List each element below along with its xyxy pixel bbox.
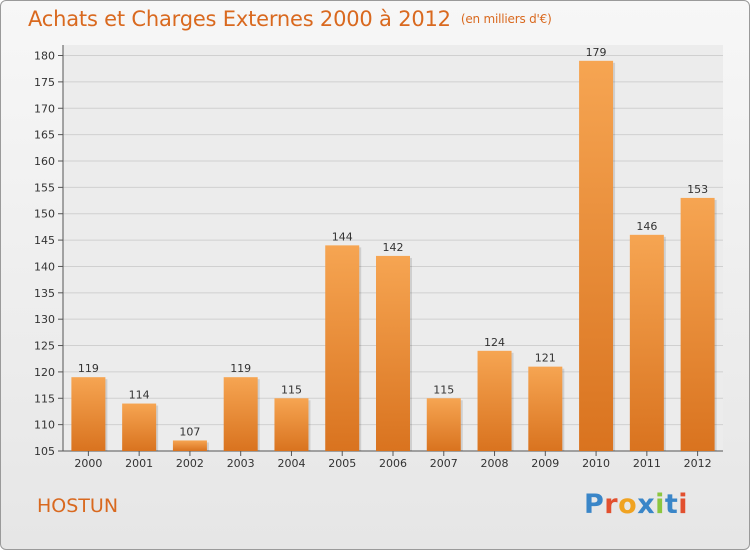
data-label: 115 [433,383,454,396]
bar [71,377,106,451]
x-tick-label: 2011 [633,457,661,470]
logo-letter: i [655,489,665,520]
x-tick-label: 2007 [430,457,458,470]
unit-label: (en milliers d'€) [460,12,552,26]
y-tick-label: 175 [34,76,55,89]
y-tick-label: 110 [34,419,55,432]
y-tick-label: 115 [34,392,55,405]
data-label: 107 [179,425,200,438]
data-label: 179 [586,46,607,59]
logo-letter: o [618,489,638,520]
data-label: 115 [281,383,302,396]
y-tick-label: 120 [34,366,55,379]
bar [579,60,614,452]
data-label: 114 [129,389,150,402]
logo-letter: r [604,489,619,520]
logo-letter: i [678,489,689,520]
bar [426,398,461,451]
data-label: 119 [230,362,251,375]
x-tick-label: 2006 [379,457,407,470]
data-label: 142 [383,241,404,254]
y-tick-label: 105 [34,445,55,458]
logo-letter: x [637,489,656,520]
x-tick-label: 2008 [481,457,509,470]
x-tick-label: 2000 [74,457,102,470]
x-tick-label: 2012 [684,457,712,470]
data-label: 144 [332,230,353,243]
y-tick-label: 180 [34,50,55,63]
y-tick-label: 145 [34,234,55,247]
data-label: 124 [484,336,505,349]
x-tick-label: 2009 [531,457,559,470]
logo-letter: t [664,489,679,520]
bar [325,245,360,451]
title-text: Achats et Charges Externes 2000 à 2012 [28,7,451,31]
bar [477,350,512,451]
data-label: 119 [78,362,99,375]
x-tick-label: 2002 [176,457,204,470]
bar [629,234,664,451]
x-tick-label: 2001 [125,457,153,470]
bar [274,398,309,451]
y-tick-label: 150 [34,208,55,221]
logo-letter: P [584,489,605,520]
y-tick-label: 135 [34,287,55,300]
y-tick-label: 170 [34,102,55,115]
commune-name: HOSTUN [37,495,119,517]
bar [223,377,258,451]
data-label: 153 [687,183,708,196]
x-tick-label: 2004 [277,457,305,470]
y-tick-label: 130 [34,313,55,326]
y-tick-label: 125 [34,340,55,353]
y-tick-label: 165 [34,129,55,142]
chart-title: Achats et Charges Externes 2000 à 2012 (e… [28,7,552,31]
x-tick-label: 2010 [582,457,610,470]
bar [680,197,715,451]
data-label: 146 [636,220,657,233]
data-label: 121 [535,352,556,365]
x-tick-label: 2005 [328,457,356,470]
bar [528,366,563,451]
bar [122,403,157,451]
x-tick-label: 2003 [227,457,255,470]
bar [376,255,410,451]
bar [172,440,207,451]
y-tick-label: 155 [34,181,55,194]
y-tick-label: 160 [34,155,55,168]
proxiti-logo: Proxiti [584,489,688,520]
y-tick-label: 140 [34,260,55,273]
